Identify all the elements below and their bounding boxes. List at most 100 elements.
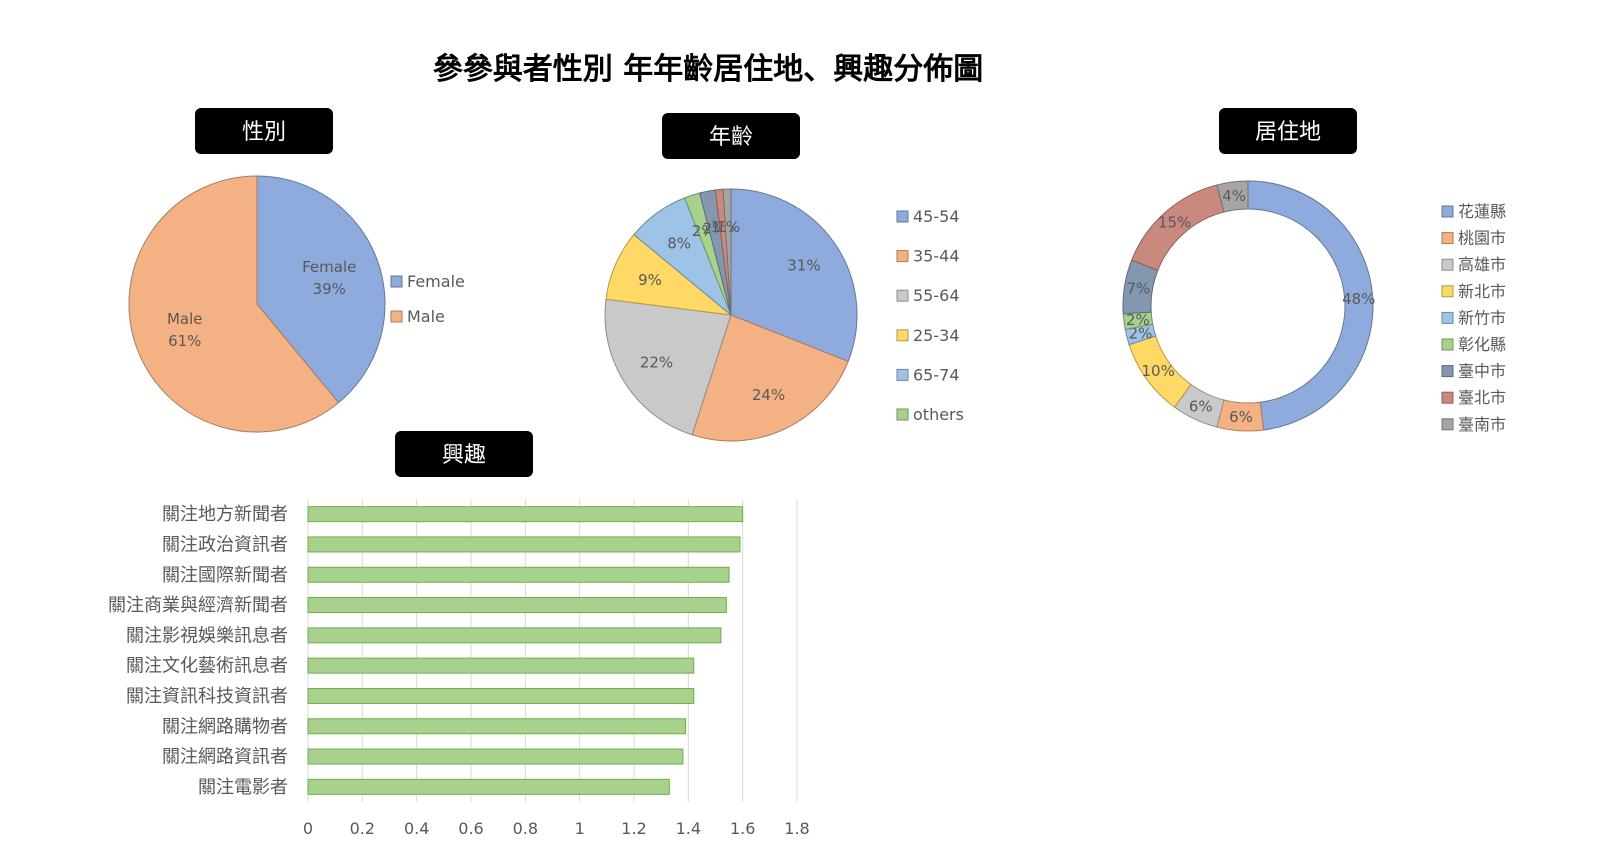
age-slice-55-64	[604, 298, 732, 436]
category-label: 關注網路資訊者	[162, 747, 288, 768]
residence-legend-swatch	[1441, 338, 1454, 351]
residence-legend-swatch	[1441, 258, 1454, 271]
category-label: 關注電影者	[198, 777, 288, 798]
residence-legend-item: 臺北市	[1458, 388, 1506, 407]
interest-bar	[307, 536, 741, 553]
residence-legend-item: 臺中市	[1458, 362, 1506, 381]
age-data-label: 9%	[638, 271, 662, 289]
x-tick-label: 1.4	[676, 819, 701, 838]
residence-legend-item: 花蓮縣	[1458, 202, 1506, 221]
age-legend-item: 55-64	[913, 286, 960, 305]
x-tick-label: 0	[303, 819, 313, 838]
category-label: 關注國際新聞者	[162, 565, 288, 586]
age-legend-item: 25-34	[913, 326, 960, 345]
residence-title-box	[1219, 108, 1357, 154]
residence-data-label: 48%	[1342, 290, 1375, 308]
gender-legend-swatch	[390, 310, 403, 323]
age-data-label: 24%	[752, 386, 785, 404]
x-tick-label: 1	[575, 819, 585, 838]
age-legend-swatch	[896, 329, 909, 342]
residence-data-label: 4%	[1222, 187, 1246, 205]
interest-bar	[307, 506, 744, 523]
x-tick-label: 0.6	[458, 819, 483, 838]
gender-slice-male	[128, 175, 340, 433]
age-data-label: 22%	[640, 353, 673, 371]
gender-data-label: Female 39%	[302, 258, 356, 298]
interest-bar	[307, 778, 670, 795]
interest-bar	[307, 687, 695, 704]
residence-data-label: 15%	[1158, 214, 1191, 232]
age-data-label: 31%	[787, 256, 820, 274]
residence-legend-swatch	[1441, 391, 1454, 404]
interest-bar	[307, 627, 722, 644]
age-title-box	[662, 113, 800, 159]
age-slice-35-44	[691, 314, 849, 442]
interest-bar	[307, 748, 684, 765]
gender-slice-female	[256, 175, 386, 404]
age-legend-item: 65-74	[913, 365, 960, 384]
gender-data-label: Male 61%	[167, 310, 203, 350]
gender-title: 性別	[242, 120, 286, 145]
category-label: 關注文化藝術訊息者	[126, 656, 288, 677]
residence-donut-chart: 居住地 48% 6% 6% 10% 2%2% 7% 15% 4% 花蓮縣桃園市高雄市新北市新竹市彰…	[1122, 108, 1506, 434]
age-slice-item-8	[722, 188, 732, 316]
category-label: 關注地方新聞者	[162, 504, 288, 525]
age-legend-item: 45-54	[913, 207, 960, 226]
age-legend-swatch	[896, 408, 909, 421]
residence-data-label: 2%	[1126, 311, 1150, 329]
x-tick-label: 0.8	[513, 819, 538, 838]
residence-title: 居住地	[1255, 120, 1321, 145]
x-tick-label: 1.6	[730, 819, 755, 838]
residence-data-label: 2%	[1129, 325, 1153, 343]
residence-legend-swatch	[1441, 418, 1454, 431]
residence-legend-swatch	[1441, 365, 1454, 378]
x-tick-label: 1.8	[784, 819, 809, 838]
category-label: 關注網路購物者	[162, 716, 288, 737]
age-legend-swatch	[896, 368, 909, 381]
category-label: 關注影視娛樂訊息者	[126, 625, 288, 646]
x-tick-label: 1.2	[621, 819, 646, 838]
gender-legend-item: Male	[407, 307, 445, 326]
residence-legend-item: 新竹市	[1458, 308, 1506, 327]
age-data-label: 8%	[667, 235, 691, 253]
residence-legend-item: 桃園市	[1458, 229, 1506, 248]
gender-legend-swatch	[390, 275, 403, 288]
age-title: 年齡	[709, 125, 753, 150]
x-tick-label: 0.2	[350, 819, 375, 838]
residence-data-label: 6%	[1189, 397, 1213, 415]
residence-legend-item: 高雄市	[1458, 255, 1506, 274]
category-label: 關注資訊科技資訊者	[126, 686, 288, 707]
age-slice-45-54	[730, 188, 858, 363]
interest-bar	[307, 718, 687, 735]
residence-legend-swatch	[1441, 285, 1454, 298]
residence-legend-item: 臺南市	[1458, 415, 1506, 434]
age-legend-swatch	[896, 210, 909, 223]
residence-data-label: 10%	[1142, 362, 1175, 380]
age-legend-swatch	[896, 289, 909, 302]
gender-pie-chart: 性別 Female 39% Male 61% Female Male	[128, 108, 465, 433]
interest-title-box	[395, 431, 533, 477]
age-data-label: 1%	[716, 218, 740, 236]
main-title: 參參與者性別 年年齡居住地、興趣分佈圖	[433, 52, 983, 87]
residence-legend-swatch	[1441, 311, 1454, 324]
age-legend-item: 35-44	[913, 247, 960, 266]
age-pie-chart: 年齡31%24%22%9%8%2%2%1%1%45-5435-4455-6425…	[604, 113, 964, 442]
interest-bar-chart: 興趣 0 0.2 0.4 0.6 0.8 1 1.2 1.4 1.6 1.8 關注地方新聞者關注政治資…	[108, 431, 810, 838]
residence-slice-item-0	[1247, 180, 1374, 431]
category-label: 關注商業與經濟新聞者	[108, 595, 288, 616]
residence-slice-item-8	[1216, 180, 1249, 213]
gender-legend-item: Female	[407, 272, 465, 291]
interest-bar	[307, 597, 727, 614]
age-legend-swatch	[896, 250, 909, 263]
residence-legend-item: 新北市	[1458, 282, 1506, 301]
gender-title-box	[195, 108, 333, 154]
residence-legend-item: 彰化縣	[1458, 335, 1506, 354]
x-tick-label: 0.4	[404, 819, 429, 838]
residence-data-label: 6%	[1229, 408, 1253, 426]
interest-bar	[307, 657, 695, 674]
category-label: 關注政治資訊者	[162, 534, 288, 555]
residence-legend-swatch	[1441, 205, 1454, 218]
interest-title: 興趣	[442, 443, 486, 468]
residence-legend-swatch	[1441, 232, 1454, 245]
